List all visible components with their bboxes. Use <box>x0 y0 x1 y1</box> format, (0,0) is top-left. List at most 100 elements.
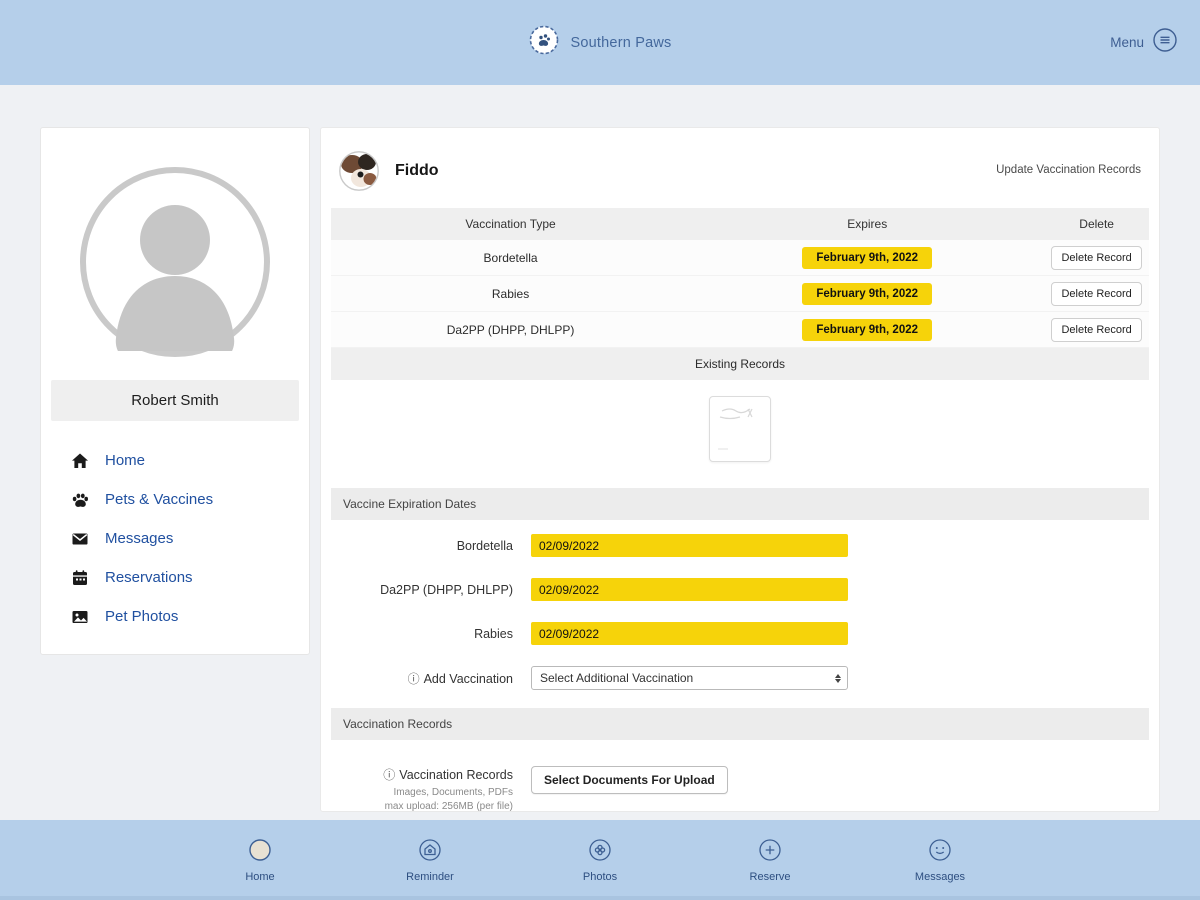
rabies-date-input[interactable] <box>531 622 848 645</box>
sidebar-item-messages[interactable]: Messages <box>71 519 309 558</box>
bottom-nav-label: Messages <box>914 871 966 883</box>
sidebar-item-label: Pets & Vaccines <box>105 491 214 508</box>
brand: Southern Paws <box>529 25 672 60</box>
record-document-thumbnail[interactable] <box>709 396 771 462</box>
field-label-da2pp: Da2PP (DHPP, DHLPP) <box>380 582 513 597</box>
form-row-add-vaccination: ⓘ Add Vaccination Select Additional Vacci… <box>331 666 1149 690</box>
bottom-nav-home[interactable]: Home <box>200 820 320 896</box>
expires-cell: February 9th, 2022 <box>690 318 1044 341</box>
bottom-nav-messages[interactable]: Messages <box>880 820 1000 896</box>
vaccination-table: Vaccination Type Expires Delete Bordetel… <box>331 208 1149 488</box>
reminder-icon <box>417 837 443 868</box>
update-vaccination-records-link[interactable]: Update Vaccination Records <box>996 164 1141 176</box>
info-icon: ⓘ <box>407 671 420 686</box>
upload-label-block: ⓘ Vaccination Records Images, Documents, … <box>331 766 531 812</box>
info-icon: ⓘ <box>383 768 396 782</box>
vaccine-type-cell: Bordetella <box>483 250 538 265</box>
sidebar-item-reservations[interactable]: Reservations <box>71 558 309 597</box>
select-spinner-icon <box>835 673 841 683</box>
bordetella-date-input[interactable] <box>531 534 848 557</box>
bottom-nav-label: Reserve <box>749 871 791 883</box>
home-circle-icon <box>247 837 273 868</box>
delete-record-button[interactable]: Delete Record <box>1051 245 1142 270</box>
expire-date-button[interactable]: February 9th, 2022 <box>802 282 933 305</box>
delete-record-button[interactable]: Delete Record <box>1051 317 1142 342</box>
home-icon <box>71 452 89 470</box>
bottom-nav-label: Home <box>245 871 275 883</box>
bottom-nav: Home Reminder <box>200 820 1000 896</box>
existing-records-area <box>331 380 1149 488</box>
field-label-add-vaccination: ⓘ Add Vaccination <box>331 670 531 687</box>
field-label-rabies: Rabies <box>474 626 513 641</box>
sidebar-item-label: Pet Photos <box>105 608 179 625</box>
paw-icon <box>71 491 89 509</box>
reserve-plus-icon <box>757 837 783 868</box>
expires-cell: February 9th, 2022 <box>690 246 1044 269</box>
bottom-nav-bar: Home Reminder <box>0 820 1200 900</box>
vaccine-type-cell: Rabies <box>491 286 530 301</box>
vaccine-type-cell: Da2PP (DHPP, DHLPP) <box>446 322 575 337</box>
sidebar-item-label: Reservations <box>105 569 193 586</box>
section-header-expiration-dates: Vaccine Expiration Dates <box>331 488 1149 520</box>
expire-date-button[interactable]: February 9th, 2022 <box>802 318 933 341</box>
pet-avatar <box>339 151 379 191</box>
messages-smiley-icon <box>927 837 953 868</box>
hamburger-menu-icon <box>1152 27 1178 58</box>
pet-vaccination-panel: Fiddo Update Vaccination Records Vaccina… <box>320 127 1160 812</box>
upload-hint-filetypes: Images, Documents, PDFs <box>393 787 513 798</box>
photo-icon <box>71 608 89 626</box>
add-vaccination-select[interactable]: Select Additional Vaccination <box>531 666 848 690</box>
pet-name: Fiddo <box>395 162 439 179</box>
brand-logo-icon <box>529 25 559 60</box>
field-label-bordetella: Bordetella <box>456 538 513 553</box>
bottom-nav-reminder[interactable]: Reminder <box>370 820 490 896</box>
upload-field-label: ⓘ Vaccination Records <box>331 766 513 783</box>
delete-record-button[interactable]: Delete Record <box>1051 281 1142 306</box>
calendar-icon <box>71 569 89 587</box>
delete-cell: Delete Record <box>1044 281 1149 306</box>
delete-cell: Delete Record <box>1044 245 1149 270</box>
add-vaccination-label: Add Vaccination <box>423 671 513 686</box>
column-header-type: Vaccination Type <box>465 217 556 231</box>
sidebar-item-home[interactable]: Home <box>71 441 309 480</box>
table-row: Rabies February 9th, 2022 Delete Record <box>331 276 1149 312</box>
envelope-icon <box>71 530 89 548</box>
sidebar-item-label: Home <box>105 452 146 469</box>
upload-hint: Images, Documents, PDFs max upload: 256M… <box>331 786 513 812</box>
bottom-nav-reserve[interactable]: Reserve <box>710 820 830 896</box>
expire-date-button[interactable]: February 9th, 2022 <box>802 246 933 269</box>
column-header-delete: Delete <box>1079 217 1114 231</box>
main-area: Robert Smith Home <box>0 85 1200 820</box>
select-documents-upload-button[interactable]: Select Documents For Upload <box>531 766 728 794</box>
brand-name: Southern Paws <box>570 34 672 51</box>
upload-hint-maxsize: max upload: 256MB (per file) <box>384 800 513 812</box>
form-row-rabies: Rabies <box>331 622 1149 645</box>
sidebar-item-label: Messages <box>105 530 174 547</box>
bottom-nav-photos[interactable]: Photos <box>540 820 660 896</box>
section-header-vaccination-records: Vaccination Records <box>331 708 1149 740</box>
existing-records-header: Existing Records <box>331 348 1149 380</box>
user-avatar <box>79 166 271 358</box>
app-header: Southern Paws Menu <box>0 0 1200 85</box>
delete-cell: Delete Record <box>1044 317 1149 342</box>
pet-header: Fiddo Update Vaccination Records <box>339 151 1141 191</box>
menu-label: Menu <box>1110 35 1144 50</box>
table-row: Da2PP (DHPP, DHLPP) February 9th, 2022 D… <box>331 312 1149 348</box>
sidebar-nav: Home Pets & Vaccines <box>71 441 309 636</box>
expires-cell: February 9th, 2022 <box>690 282 1044 305</box>
vaccination-records-label: Vaccination Records <box>399 768 513 782</box>
menu-button[interactable]: Menu <box>1110 0 1178 85</box>
column-header-expires: Expires <box>847 217 888 231</box>
form-row-bordetella: Bordetella <box>331 534 1149 557</box>
form-row-da2pp: Da2PP (DHPP, DHLPP) <box>331 578 1149 601</box>
sidebar-item-pet-photos[interactable]: Pet Photos <box>71 597 309 636</box>
table-header-row: Vaccination Type Expires Delete <box>331 208 1149 240</box>
selected-option-text: Select Additional Vaccination <box>540 671 694 685</box>
upload-row: ⓘ Vaccination Records Images, Documents, … <box>331 766 1149 812</box>
da2pp-date-input[interactable] <box>531 578 848 601</box>
user-name: Robert Smith <box>51 380 299 421</box>
sidebar: Robert Smith Home <box>40 127 310 655</box>
photos-icon <box>587 837 613 868</box>
table-row: Bordetella February 9th, 2022 Delete Rec… <box>331 240 1149 276</box>
sidebar-item-pets-vaccines[interactable]: Pets & Vaccines <box>71 480 309 519</box>
